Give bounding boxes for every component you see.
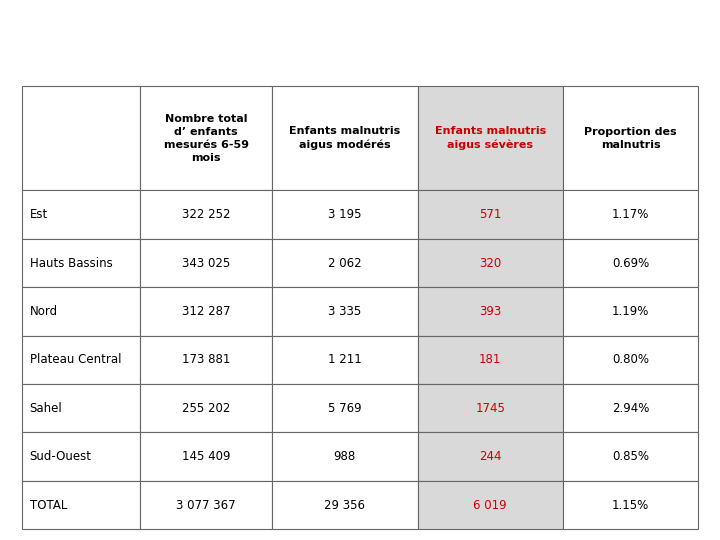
Text: 393: 393 bbox=[479, 305, 501, 318]
Text: 0.80%: 0.80% bbox=[612, 353, 649, 366]
Text: 1 211: 1 211 bbox=[328, 353, 361, 366]
Bar bbox=[140, 384, 272, 433]
Text: 312 287: 312 287 bbox=[181, 305, 230, 318]
Bar bbox=[418, 433, 563, 481]
Text: Proportion des
malnutris: Proportion des malnutris bbox=[585, 127, 677, 150]
Bar bbox=[272, 433, 418, 481]
Text: 343 025: 343 025 bbox=[182, 256, 230, 269]
Bar bbox=[563, 384, 698, 433]
Text: 255 202: 255 202 bbox=[182, 402, 230, 415]
Text: 0.85%: 0.85% bbox=[612, 450, 649, 463]
Text: Nombre total
d’ enfants
mesurés 6-59
mois: Nombre total d’ enfants mesurés 6-59 moi… bbox=[163, 113, 248, 163]
Bar bbox=[22, 481, 140, 529]
Bar bbox=[418, 191, 563, 239]
Bar bbox=[418, 287, 563, 336]
Bar bbox=[140, 433, 272, 481]
Text: 181: 181 bbox=[479, 353, 501, 366]
Bar bbox=[272, 287, 418, 336]
Bar bbox=[22, 336, 140, 384]
Text: Données statistiques de l’intégration du dépistage le 2: Données statistiques de l’intégration du… bbox=[13, 31, 514, 48]
Text: 3 335: 3 335 bbox=[328, 305, 361, 318]
Bar bbox=[22, 86, 140, 191]
Bar bbox=[22, 433, 140, 481]
Text: 3 195: 3 195 bbox=[328, 208, 361, 221]
Bar bbox=[272, 481, 418, 529]
Text: TOTAL: TOTAL bbox=[30, 498, 67, 511]
Text: 2 062: 2 062 bbox=[328, 256, 361, 269]
Bar bbox=[418, 239, 563, 287]
Bar bbox=[22, 239, 140, 287]
Text: 145 409: 145 409 bbox=[181, 450, 230, 463]
Bar bbox=[22, 287, 140, 336]
Text: 1.17%: 1.17% bbox=[612, 208, 649, 221]
Text: 571: 571 bbox=[479, 208, 501, 221]
Bar bbox=[140, 481, 272, 529]
Text: Sahel: Sahel bbox=[30, 402, 63, 415]
Text: 2.94%: 2.94% bbox=[612, 402, 649, 415]
Text: 3 077 367: 3 077 367 bbox=[176, 498, 236, 511]
Text: 1.19%: 1.19% bbox=[612, 305, 649, 318]
Bar bbox=[272, 239, 418, 287]
Text: 988: 988 bbox=[333, 450, 356, 463]
Bar bbox=[418, 481, 563, 529]
Bar bbox=[418, 336, 563, 384]
Text: Enfants malnutris
aigus sévères: Enfants malnutris aigus sévères bbox=[435, 126, 546, 150]
Text: passage de la CPS: passage de la CPS bbox=[539, 32, 709, 47]
Text: 0.69%: 0.69% bbox=[612, 256, 649, 269]
Bar bbox=[563, 239, 698, 287]
Bar bbox=[563, 191, 698, 239]
Text: Hauts Bassins: Hauts Bassins bbox=[30, 256, 112, 269]
Text: 1745: 1745 bbox=[475, 402, 505, 415]
Text: Enfants malnutris
aigus modérés: Enfants malnutris aigus modérés bbox=[289, 126, 400, 150]
Bar bbox=[418, 384, 563, 433]
Text: Plateau Central: Plateau Central bbox=[30, 353, 121, 366]
Bar bbox=[140, 191, 272, 239]
Bar bbox=[140, 239, 272, 287]
Bar bbox=[22, 191, 140, 239]
Text: 6 019: 6 019 bbox=[474, 498, 507, 511]
Bar bbox=[272, 86, 418, 191]
Text: 29 356: 29 356 bbox=[324, 498, 365, 511]
Text: 320: 320 bbox=[479, 256, 501, 269]
Bar bbox=[140, 287, 272, 336]
Text: ème: ème bbox=[513, 18, 538, 28]
Text: 5 769: 5 769 bbox=[328, 402, 361, 415]
Text: Nord: Nord bbox=[30, 305, 58, 318]
Text: Sud-Ouest: Sud-Ouest bbox=[30, 450, 91, 463]
Bar bbox=[418, 86, 563, 191]
Text: 1.15%: 1.15% bbox=[612, 498, 649, 511]
Bar bbox=[563, 336, 698, 384]
Bar bbox=[140, 86, 272, 191]
Bar bbox=[140, 336, 272, 384]
Bar bbox=[563, 433, 698, 481]
Text: 173 881: 173 881 bbox=[182, 353, 230, 366]
Text: 244: 244 bbox=[479, 450, 502, 463]
Bar bbox=[272, 384, 418, 433]
Text: 322 252: 322 252 bbox=[181, 208, 230, 221]
Text: Est: Est bbox=[30, 208, 48, 221]
Bar bbox=[272, 336, 418, 384]
Bar bbox=[272, 191, 418, 239]
Bar bbox=[563, 481, 698, 529]
Bar bbox=[563, 86, 698, 191]
Bar bbox=[22, 384, 140, 433]
Bar bbox=[563, 287, 698, 336]
